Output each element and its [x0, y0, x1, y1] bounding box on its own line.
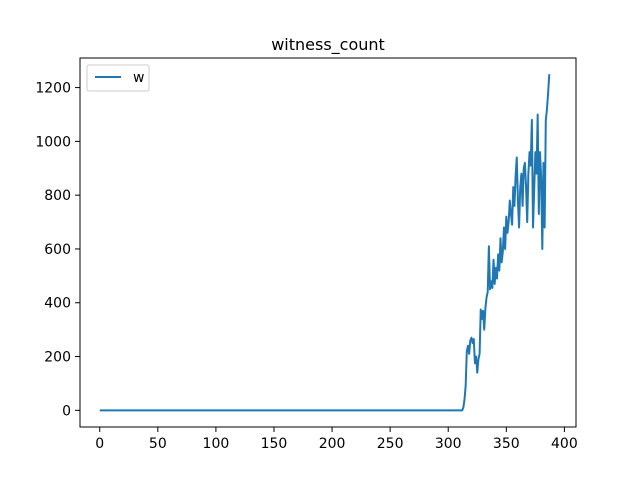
- y-tick-label: 600: [44, 242, 71, 258]
- y-tick-label: 1200: [35, 81, 71, 97]
- axes-frame: [79, 57, 577, 428]
- x-tick-label: 0: [95, 436, 104, 452]
- plot-area: 0 50 100 150 200 250 300 350 400 0 200 400 600 800 10…: [35, 57, 578, 452]
- x-tick-label: 200: [319, 436, 346, 452]
- x-tick-label: 100: [203, 436, 230, 452]
- chart-title: witness_count: [271, 35, 385, 55]
- y-tick-label: 1000: [35, 134, 71, 150]
- x-axis-ticks: 0 50 100 150 200 250 300 350 400: [95, 427, 578, 452]
- y-tick-label: 200: [44, 350, 71, 366]
- x-tick-label: 50: [149, 436, 167, 452]
- series-line-w: [99, 74, 551, 412]
- x-tick-label: 250: [377, 436, 404, 452]
- y-axis-ticks: 0 200 400 600 800 1000 1200: [35, 81, 80, 419]
- legend: w: [86, 64, 150, 92]
- x-tick-label: 150: [261, 436, 288, 452]
- series-layer: [99, 74, 551, 412]
- x-tick-label: 350: [493, 436, 520, 452]
- legend-label-w: w: [133, 70, 144, 86]
- x-tick-label: 400: [551, 436, 578, 452]
- y-tick-label: 800: [44, 188, 71, 204]
- y-tick-label: 0: [62, 403, 71, 419]
- y-tick-label: 400: [44, 296, 71, 312]
- x-tick-label: 300: [435, 436, 462, 452]
